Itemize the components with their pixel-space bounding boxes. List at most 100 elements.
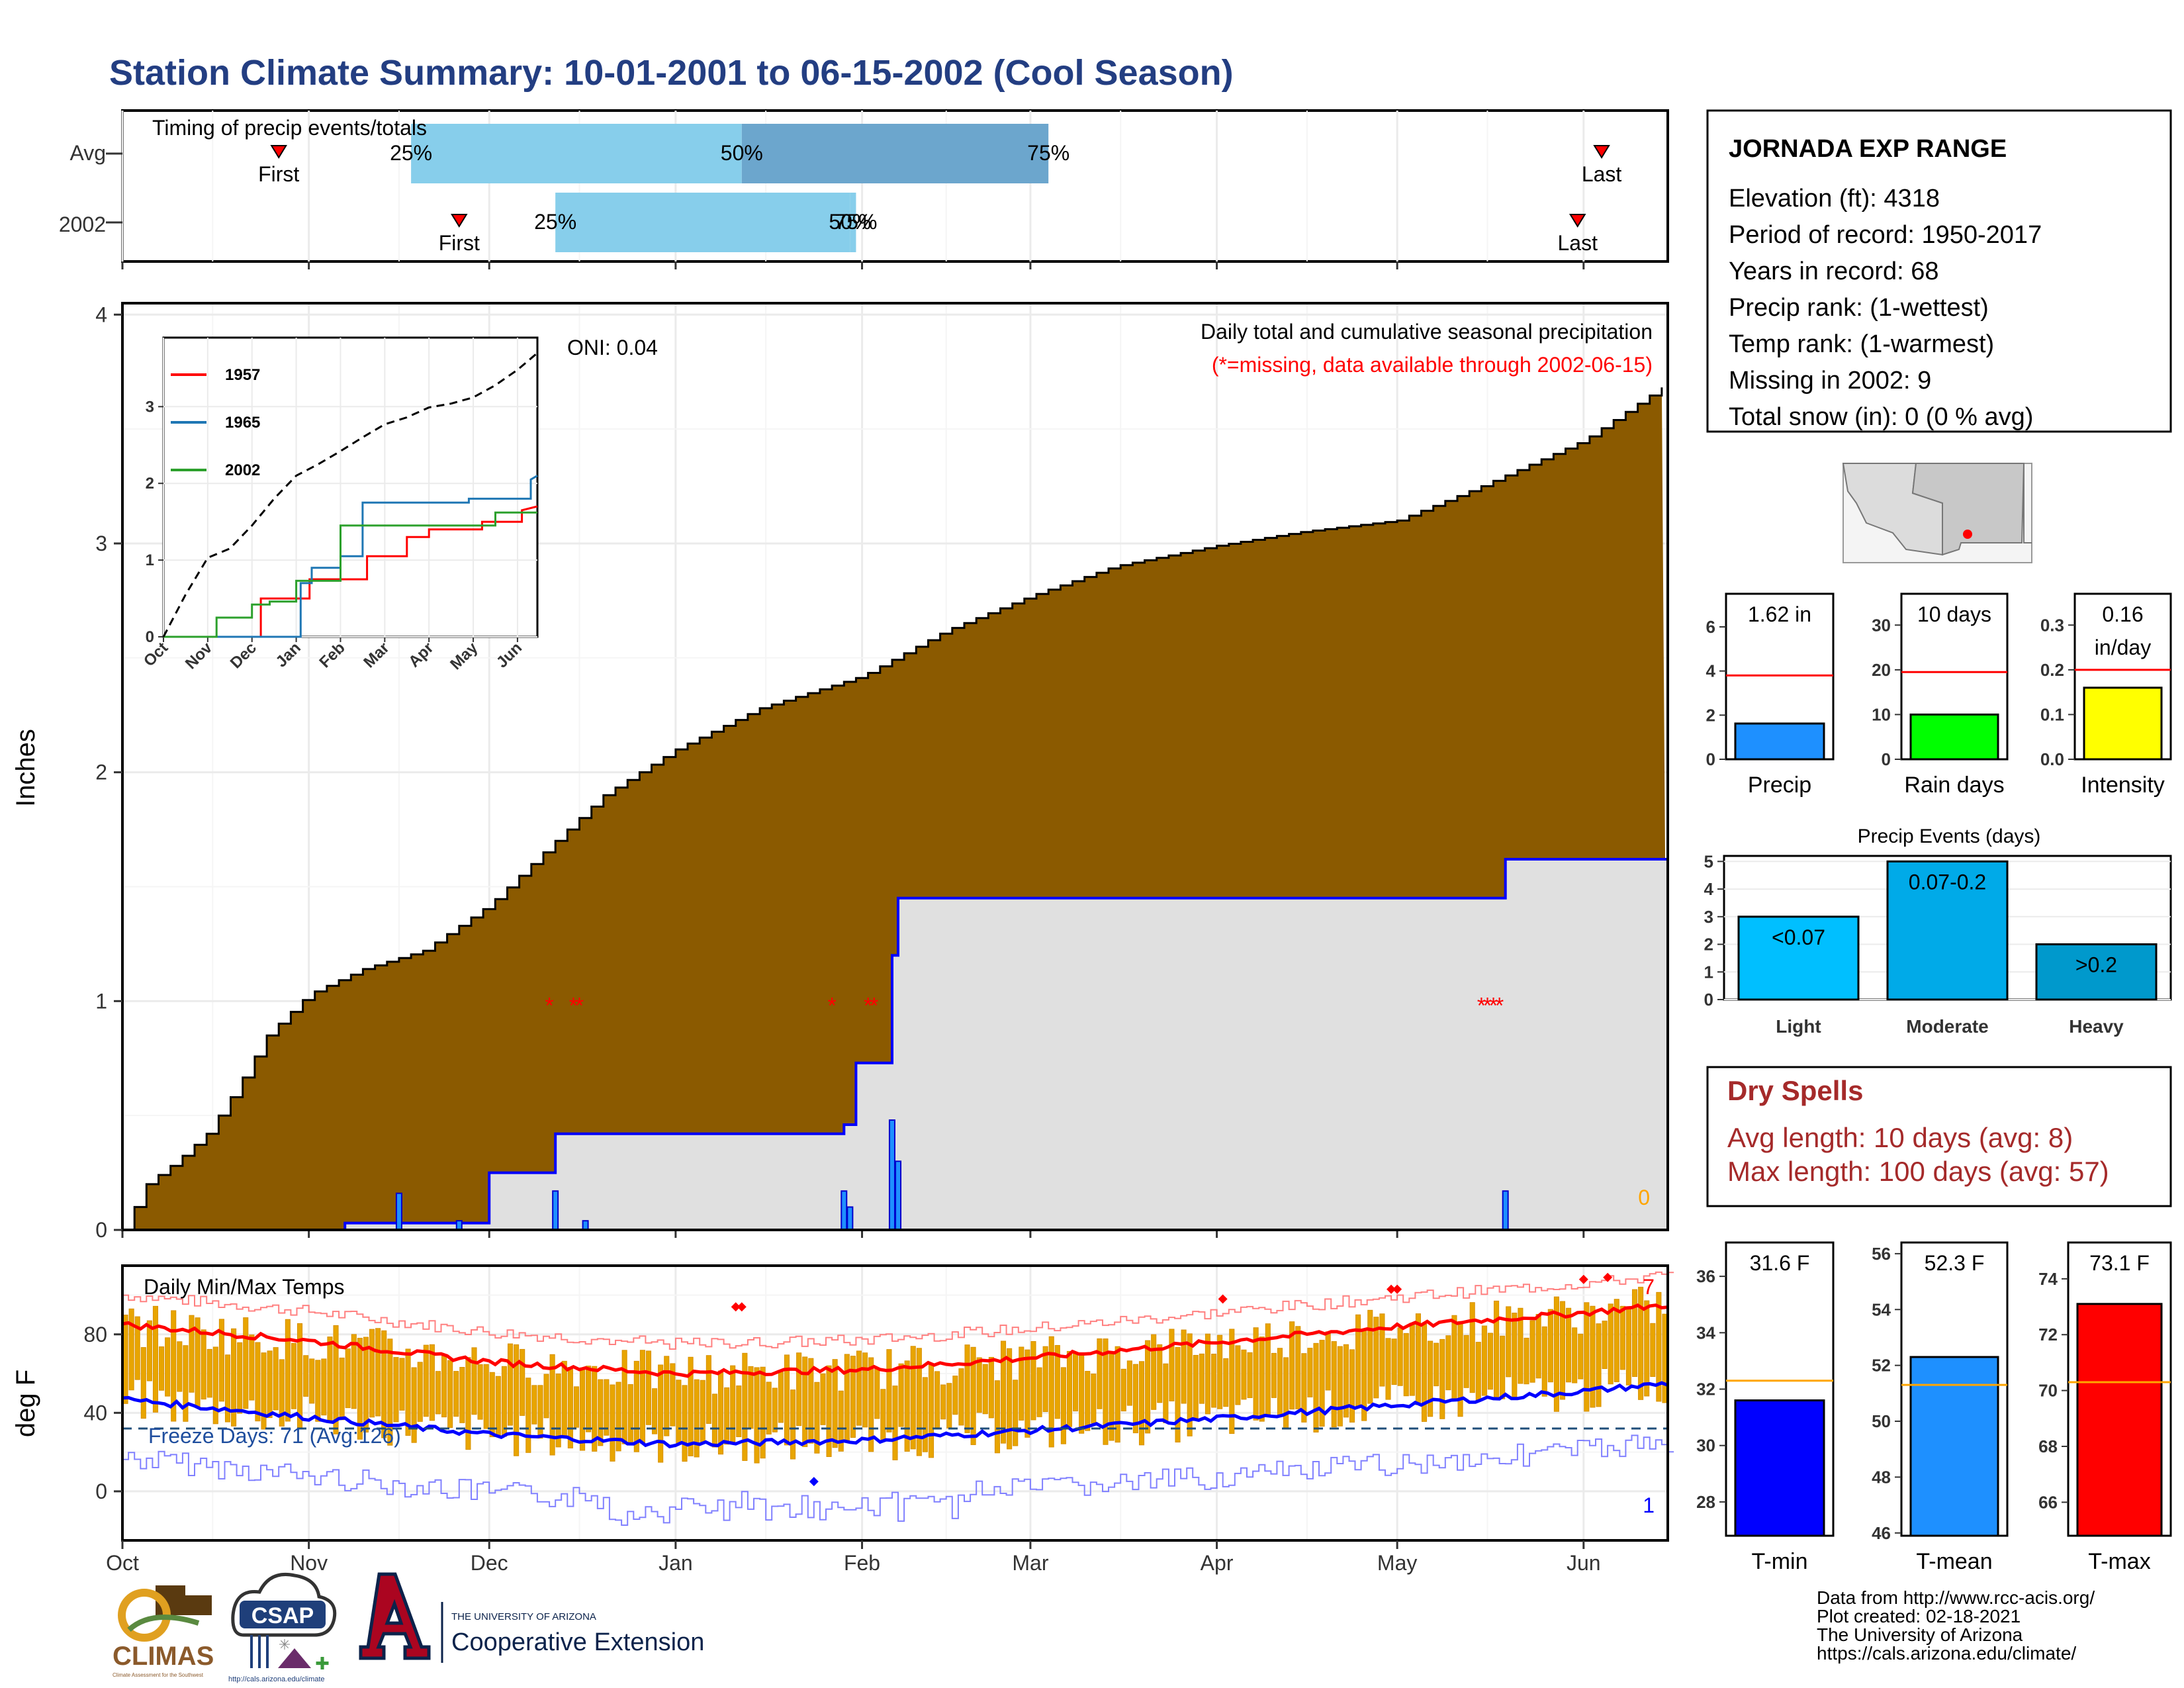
daily-temp-range-bar: [724, 1387, 730, 1445]
mini-value-label: 73.1 F: [2089, 1251, 2150, 1275]
timing-percentile-label: 50%: [829, 210, 871, 234]
daily-temp-range-bar: [514, 1344, 520, 1456]
mini-y-tick-label: 28: [1696, 1492, 1715, 1512]
missing-data-marker: *: [545, 993, 553, 1018]
precip-y-label: Inches: [11, 729, 40, 807]
temp-frame: [121, 1264, 1669, 1542]
mini-value-bar: [2083, 686, 2163, 761]
daily-temp-range-bar: [1512, 1313, 1518, 1398]
daily-temp-range-bar: [1415, 1313, 1421, 1405]
y-tick-label: 4: [95, 303, 107, 326]
x-tick-label: Jun: [1567, 1551, 1601, 1575]
station-name: JORNADA EXP RANGE: [1729, 135, 2007, 163]
mini-value-label: 52.3 F: [1925, 1251, 1985, 1275]
daily-temp-range-bar: [856, 1350, 862, 1426]
daily-temp-range-bar: [1475, 1342, 1481, 1401]
daily-temp-range-bar: [1403, 1333, 1409, 1397]
inset-y-tick-label: 1: [146, 551, 154, 569]
daily-temp-range-bar: [1210, 1354, 1217, 1408]
daily-temp-range-bar: [1205, 1333, 1210, 1415]
daily-temp-range-bar: [363, 1336, 369, 1432]
daily-temp-range-bar: [832, 1359, 838, 1448]
mini-value-bar: [2076, 1303, 2163, 1537]
mini-y-tick-label: 30: [1872, 615, 1891, 635]
inset-legend-label: 1957: [225, 366, 260, 384]
daily-temp-range-bar: [399, 1358, 405, 1411]
daily-temp-range-bar: [465, 1357, 471, 1450]
daily-temp-range-bar: [140, 1347, 146, 1419]
daily-temp-range-bar: [206, 1348, 212, 1398]
mini-y-tick-label: 48: [1872, 1467, 1891, 1487]
inset-series-line-1957: [163, 505, 538, 638]
events-y-tick-label: 0: [1704, 990, 1713, 1009]
daily-precip-bar: [841, 1190, 848, 1231]
locator-map: [1842, 463, 2032, 563]
mini-value-label: 10 days: [1917, 602, 1991, 626]
daily-temp-range-bar: [1313, 1342, 1319, 1432]
events-y-tick-label: 5: [1704, 851, 1713, 871]
oni-label: ONI: 0.04: [567, 336, 658, 359]
timing-title: Timing of precip events/totals: [152, 116, 427, 140]
daily-temp-range-bar: [1307, 1348, 1313, 1397]
record-high-marker: [737, 1302, 747, 1312]
daily-temp-range-bar: [555, 1373, 561, 1448]
daily-temp-range-bar: [1439, 1338, 1445, 1419]
timing-bar-q2: [850, 193, 856, 252]
daily-temp-range-bar: [862, 1352, 868, 1428]
x-tick-label: Jan: [659, 1551, 693, 1575]
daily-temp-range-bar: [1506, 1306, 1512, 1378]
mini-y-tick-label: 50: [1872, 1411, 1891, 1431]
record-high-count: 7: [1643, 1275, 1655, 1299]
y-tick-label: 2: [95, 761, 107, 784]
daily-temp-range-bar: [1229, 1329, 1235, 1434]
y-tick-label: 0: [95, 1479, 107, 1503]
daily-temp-range-bar: [134, 1316, 140, 1380]
mini-value-bar: [1909, 713, 1999, 761]
mini-y-tick-label: 66: [2038, 1492, 2058, 1512]
timing-marker-label: First: [439, 231, 480, 255]
timing-bars: [106, 124, 1049, 252]
daily-temp-range-bar: [874, 1368, 880, 1419]
daily-temp-range-bar: [1608, 1303, 1614, 1385]
avg-max-temp-line: [122, 1303, 1668, 1378]
mini-y-tick-label: 0.3: [2040, 615, 2064, 635]
events-y-tick-label: 4: [1704, 879, 1714, 899]
daily-temp-range-bar: [1169, 1329, 1175, 1401]
daily-temp-range-bar: [778, 1371, 784, 1423]
daily-temp-range-bar: [615, 1382, 621, 1452]
record-high-marker: [1578, 1274, 1588, 1284]
csap-mountain: [278, 1648, 311, 1668]
precip-events-content: 0 1 2 3 4 5 <0.07 Light 0.07-0.2 Moderate >0.2 Heav…: [1704, 851, 2172, 1037]
events-bar-label: 0.07-0.2: [1909, 870, 1986, 894]
daily-temp-range-bar: [1103, 1338, 1109, 1445]
daily-temp-range-bar: [1066, 1350, 1073, 1427]
daily-temp-range-bar: [1007, 1348, 1013, 1450]
daily-temp-range-bar: [1277, 1348, 1283, 1415]
mini-value-bar: [1734, 722, 1825, 761]
daily-temp-range-bar: [1590, 1305, 1596, 1408]
mini-intensity-chart: 0.0 0.1 0.2 0.3 0.16 in/day Intensity: [2040, 592, 2172, 798]
daily-temp-range-bar: [958, 1368, 964, 1426]
timing-percentile-label: 25%: [534, 210, 576, 234]
daily-temp-range-bar: [1091, 1374, 1097, 1424]
daily-temp-range-bar: [598, 1379, 604, 1446]
mini-value-label: 31.6 F: [1750, 1251, 1810, 1275]
daily-temp-range-bar: [1481, 1325, 1487, 1396]
daily-temp-range-bar: [435, 1371, 441, 1415]
daily-temp-range-bar: [988, 1356, 994, 1419]
daily-temp-range-bar: [1487, 1333, 1494, 1390]
inset-series-line-1965: [163, 475, 538, 638]
daily-temp-range-bar: [688, 1356, 694, 1456]
daily-temp-range-bar: [1289, 1321, 1295, 1410]
daily-temp-range-bar: [189, 1315, 195, 1393]
footer-credits: Data from http://www.rcc-acis.org/ Plot …: [1817, 1587, 2095, 1664]
missing-data-marker: *: [1483, 993, 1492, 1018]
record-high-marker: [731, 1302, 741, 1312]
daily-temp-range-bar: [218, 1319, 224, 1402]
daily-temp-range-bar: [255, 1342, 261, 1422]
station-location-marker: [1963, 530, 1972, 539]
daily-temp-range-bar: [381, 1330, 387, 1438]
daily-temp-range-bar: [520, 1348, 525, 1416]
daily-temp-range-bar: [1391, 1338, 1397, 1385]
